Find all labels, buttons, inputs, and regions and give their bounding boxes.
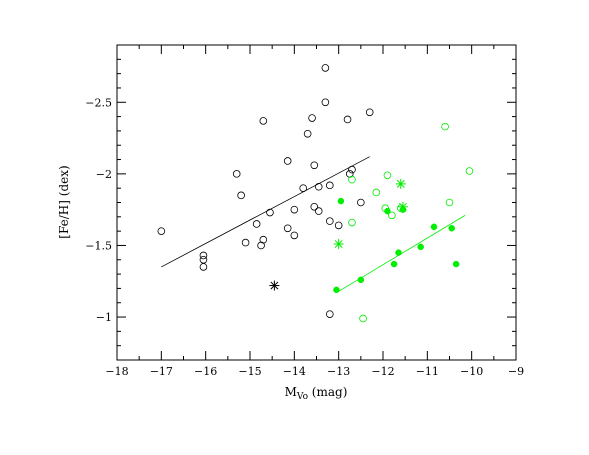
open-circle-point (266, 208, 274, 217)
x-tick-label: −15 (238, 365, 261, 378)
filled-circle-point (390, 260, 398, 268)
filled-circle-point (333, 286, 340, 294)
open-circle-point (199, 255, 208, 264)
open-circle-point (310, 161, 319, 170)
open-circle-point (232, 170, 241, 178)
open-circle-point (372, 188, 381, 197)
asterisk-point (269, 280, 280, 291)
filled-circle-point (448, 225, 455, 232)
x-tick-label: −11 (416, 365, 439, 378)
asterisk-point (333, 239, 344, 250)
open-circle-point (259, 235, 268, 244)
asterisk-stroke (398, 202, 407, 211)
open-circle-point (381, 204, 390, 213)
filled-circle-point (452, 260, 460, 268)
data-points (157, 64, 474, 323)
fit-lines (161, 156, 466, 294)
open-circle-point (445, 198, 454, 207)
axis-ticks (116, 44, 517, 361)
filled-circle-point (417, 243, 424, 251)
open-circle-point (303, 129, 312, 138)
x-tick-label: −14 (283, 365, 306, 378)
open-circle-point (283, 157, 292, 165)
filled-circle-point (357, 276, 365, 284)
open-circle-point (252, 220, 261, 228)
open-circle-point (321, 98, 330, 107)
x-axis-title-main: M (285, 385, 297, 399)
open-circle-point (308, 114, 316, 122)
x-tick-label: −16 (194, 365, 217, 378)
x-tick-label: −18 (105, 365, 128, 378)
y-tick-label: −1.5 (85, 239, 112, 252)
asterisk-stroke (270, 281, 279, 290)
asterisk-point (395, 178, 406, 189)
open-circle-point (348, 175, 356, 184)
open-circle-point (299, 184, 308, 192)
open-circle-point (310, 202, 319, 211)
plot-frame (116, 44, 517, 361)
open-circle-point (199, 251, 208, 260)
open-circle-point (348, 165, 356, 174)
open-circle-point (290, 205, 299, 214)
open-circle-point (325, 310, 334, 318)
fit-line (161, 156, 370, 268)
x-axis-title-unit: (mag) (308, 385, 347, 399)
asterisk-stroke (396, 179, 405, 188)
open-circle-point (365, 108, 374, 117)
open-circle-point (465, 167, 474, 175)
x-axis-title-subscript: Vo (296, 392, 308, 402)
y-tick-label: −1 (96, 311, 112, 324)
open-circle-point (383, 171, 392, 180)
open-circle-point (199, 263, 208, 271)
filled-circle-point (337, 197, 345, 205)
y-tick-label: −2 (96, 168, 112, 181)
open-circle-point (357, 198, 365, 207)
open-circle-point (348, 218, 356, 227)
filled-circle-point (430, 223, 438, 231)
y-tick-label: −2.5 (85, 96, 112, 109)
x-axis-title: MVo (mag) (285, 385, 348, 402)
open-circle-point (259, 117, 268, 125)
x-tick-label: −17 (150, 365, 173, 378)
asterisk-stroke (334, 240, 343, 248)
open-circle-point (283, 224, 292, 233)
open-circle-point (334, 221, 343, 230)
open-circle-point (388, 211, 396, 220)
x-tick-label: −13 (327, 365, 350, 378)
x-tick-label: −9 (508, 365, 524, 378)
open-circle-point (241, 238, 250, 247)
open-circle-point (290, 231, 299, 240)
open-circle-point (314, 207, 323, 215)
x-tick-label: −12 (371, 365, 394, 378)
open-circle-point (359, 314, 367, 323)
open-circle-point (157, 227, 166, 235)
y-axis-title: [Fe/H] (dex) (57, 165, 71, 238)
open-circle-point (237, 191, 245, 200)
open-circle-point (314, 182, 323, 191)
open-circle-point (441, 122, 449, 131)
open-circle-point (343, 115, 352, 124)
x-tick-label: −10 (460, 365, 483, 378)
tick-labels: −18 −17 −16 −15 −14 −13 −12 −11 −10 −9 −1 −1.5 −2 −2.… (85, 96, 524, 378)
open-circle-point (321, 64, 330, 72)
filled-circle-point (395, 249, 402, 256)
open-circle-point (325, 181, 334, 190)
asterisk-point (397, 201, 408, 212)
open-circle-point (325, 217, 334, 225)
